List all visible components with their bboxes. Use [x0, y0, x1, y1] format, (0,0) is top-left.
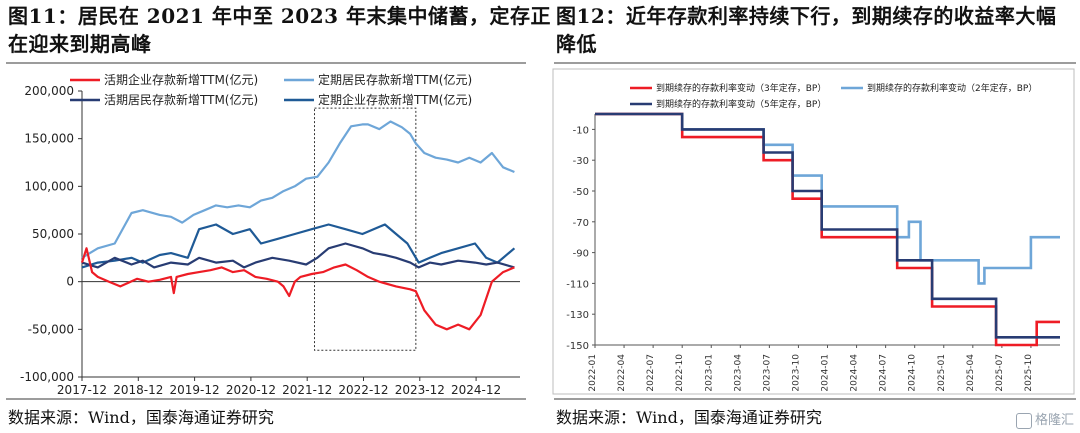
left-series-line-0 — [80, 247, 515, 331]
right-y-tick-label: -150 — [566, 341, 589, 352]
right-title-line-2: 降低 — [556, 32, 597, 56]
left-figure-title: 图11：居民在 2021 年中至 2023 年末集中储蓄，定存正 在迎来到期高峰 — [8, 2, 552, 58]
left-y-tick-label: 100,000 — [24, 179, 74, 193]
left-y-tick-label: 150,000 — [24, 132, 74, 146]
right-y-tick-label: -10 — [573, 125, 589, 136]
left-top-rule — [6, 62, 526, 64]
right-legend-label: 到期续存的存款利率变动（2年定存，BP） — [867, 82, 1037, 94]
left-series-line-3 — [81, 223, 516, 269]
left-x-tick-label: 2019-12 — [170, 383, 220, 397]
left-legend-label: 定期企业存款新增TTM(亿元) — [318, 92, 472, 107]
right-series-line-0 — [595, 112, 1060, 347]
right-x-tick-label: 2022-04 — [617, 354, 627, 392]
left-y-tick-label: 50,000 — [32, 227, 74, 241]
right-x-tick-label: 2023-04 — [733, 354, 743, 392]
left-x-tick-label: 2024-12 — [451, 383, 501, 397]
left-x-tick-label: 2022-12 — [338, 383, 388, 397]
left-x-tick-label: 2017-12 — [57, 383, 107, 397]
highlight-box — [314, 107, 417, 351]
right-x-tick-label: 2024-10 — [908, 354, 918, 392]
right-x-tick-label: 2022-10 — [675, 354, 685, 392]
watermark-text: 格隆汇 — [1034, 413, 1074, 428]
right-top-rule — [554, 62, 1076, 64]
right-series-line-2 — [595, 112, 1060, 339]
right-x-tick-label: 2024-04 — [850, 354, 860, 392]
right-chart-frame — [552, 68, 1075, 395]
right-source-note: 数据来源：Wind，国泰海通证券研究 — [556, 408, 822, 427]
right-x-tick-label: 2023-07 — [762, 354, 772, 392]
right-x-tick-label: 2024-07 — [879, 354, 889, 392]
left-legend-label: 活期居民存款新增TTM(亿元) — [104, 92, 258, 107]
left-x-tick-label: 2018-12 — [113, 383, 163, 397]
right-y-tick-label: -110 — [566, 279, 589, 290]
left-series-line-2 — [81, 242, 515, 269]
left-y-tick-label: 0 — [66, 275, 74, 289]
left-series-line-1 — [81, 120, 515, 259]
right-bottom-rule — [554, 398, 1076, 400]
right-figure-title: 图12：近年存款利率持续下行，到期续存的收益率大幅 降低 — [556, 2, 1071, 58]
right-x-tick-label: 2025-01 — [937, 354, 947, 392]
right-y-tick-label: -130 — [566, 310, 589, 321]
watermark: 格隆汇 — [1015, 409, 1074, 429]
left-y-tick-label: -50,000 — [28, 322, 74, 336]
right-panel: 图12：近年存款利率持续下行，到期续存的收益率大幅 降低 -10 -30 -50 -7… — [548, 0, 1080, 433]
right-x-tick-label: 2022-07 — [646, 354, 656, 392]
left-panel: 图11：居民在 2021 年中至 2023 年末集中储蓄，定存正 在迎来到期高峰… — [0, 0, 552, 433]
right-series-line-1 — [595, 112, 1060, 285]
right-legend-label: 到期续存的存款利率变动（3年定存，BP） — [656, 82, 826, 94]
right-y-tick-label: -50 — [573, 187, 589, 198]
right-y-tick-label: -30 — [573, 156, 589, 167]
right-x-tick-label: 2025-04 — [966, 354, 976, 392]
right-legend-label: 到期续存的存款利率变动（5年定存，BP） — [656, 98, 826, 110]
right-x-tick-label: 2023-10 — [791, 354, 801, 392]
right-title-line-1: 图12：近年存款利率持续下行，到期续存的收益率大幅 — [556, 4, 1057, 28]
right-y-tick-label: -90 — [573, 249, 589, 260]
watermark-logo-icon — [1015, 412, 1032, 429]
right-x-tick-label: 2025-10 — [1024, 354, 1034, 392]
left-legend-label: 定期居民存款新增TTM(亿元) — [318, 72, 472, 87]
left-x-tick-label: 2020-12 — [226, 383, 276, 397]
right-x-tick-label: 2023-01 — [704, 354, 714, 392]
left-y-tick-label: 200,000 — [24, 84, 74, 98]
right-chart: -10 -30 -50 -70 -90 -110 -130 -150 2022-01 2022-0… — [552, 68, 1075, 395]
left-x-tick-label: 2021-12 — [282, 383, 332, 397]
right-x-tick-label: 2025-07 — [995, 354, 1005, 392]
left-y-tick-label: -100,000 — [20, 370, 74, 384]
right-y-tick-label: -70 — [573, 218, 589, 229]
right-x-tick-label: 2022-01 — [588, 354, 598, 392]
left-chart: -100,000 -50,000 0 50,000 100,000 150,000 200,… — [20, 72, 520, 397]
left-x-tick-label: 2023-12 — [395, 383, 445, 397]
left-title-line-2: 在迎来到期高峰 — [8, 32, 152, 56]
left-source-note: 数据来源：Wind，国泰海通证券研究 — [8, 408, 274, 427]
left-legend-label: 活期企业存款新增TTM(亿元) — [104, 72, 258, 87]
left-title-line-1: 图11：居民在 2021 年中至 2023 年末集中储蓄，定存正 — [8, 4, 552, 28]
right-x-tick-label: 2024-01 — [821, 354, 831, 392]
left-bottom-rule — [6, 398, 526, 400]
